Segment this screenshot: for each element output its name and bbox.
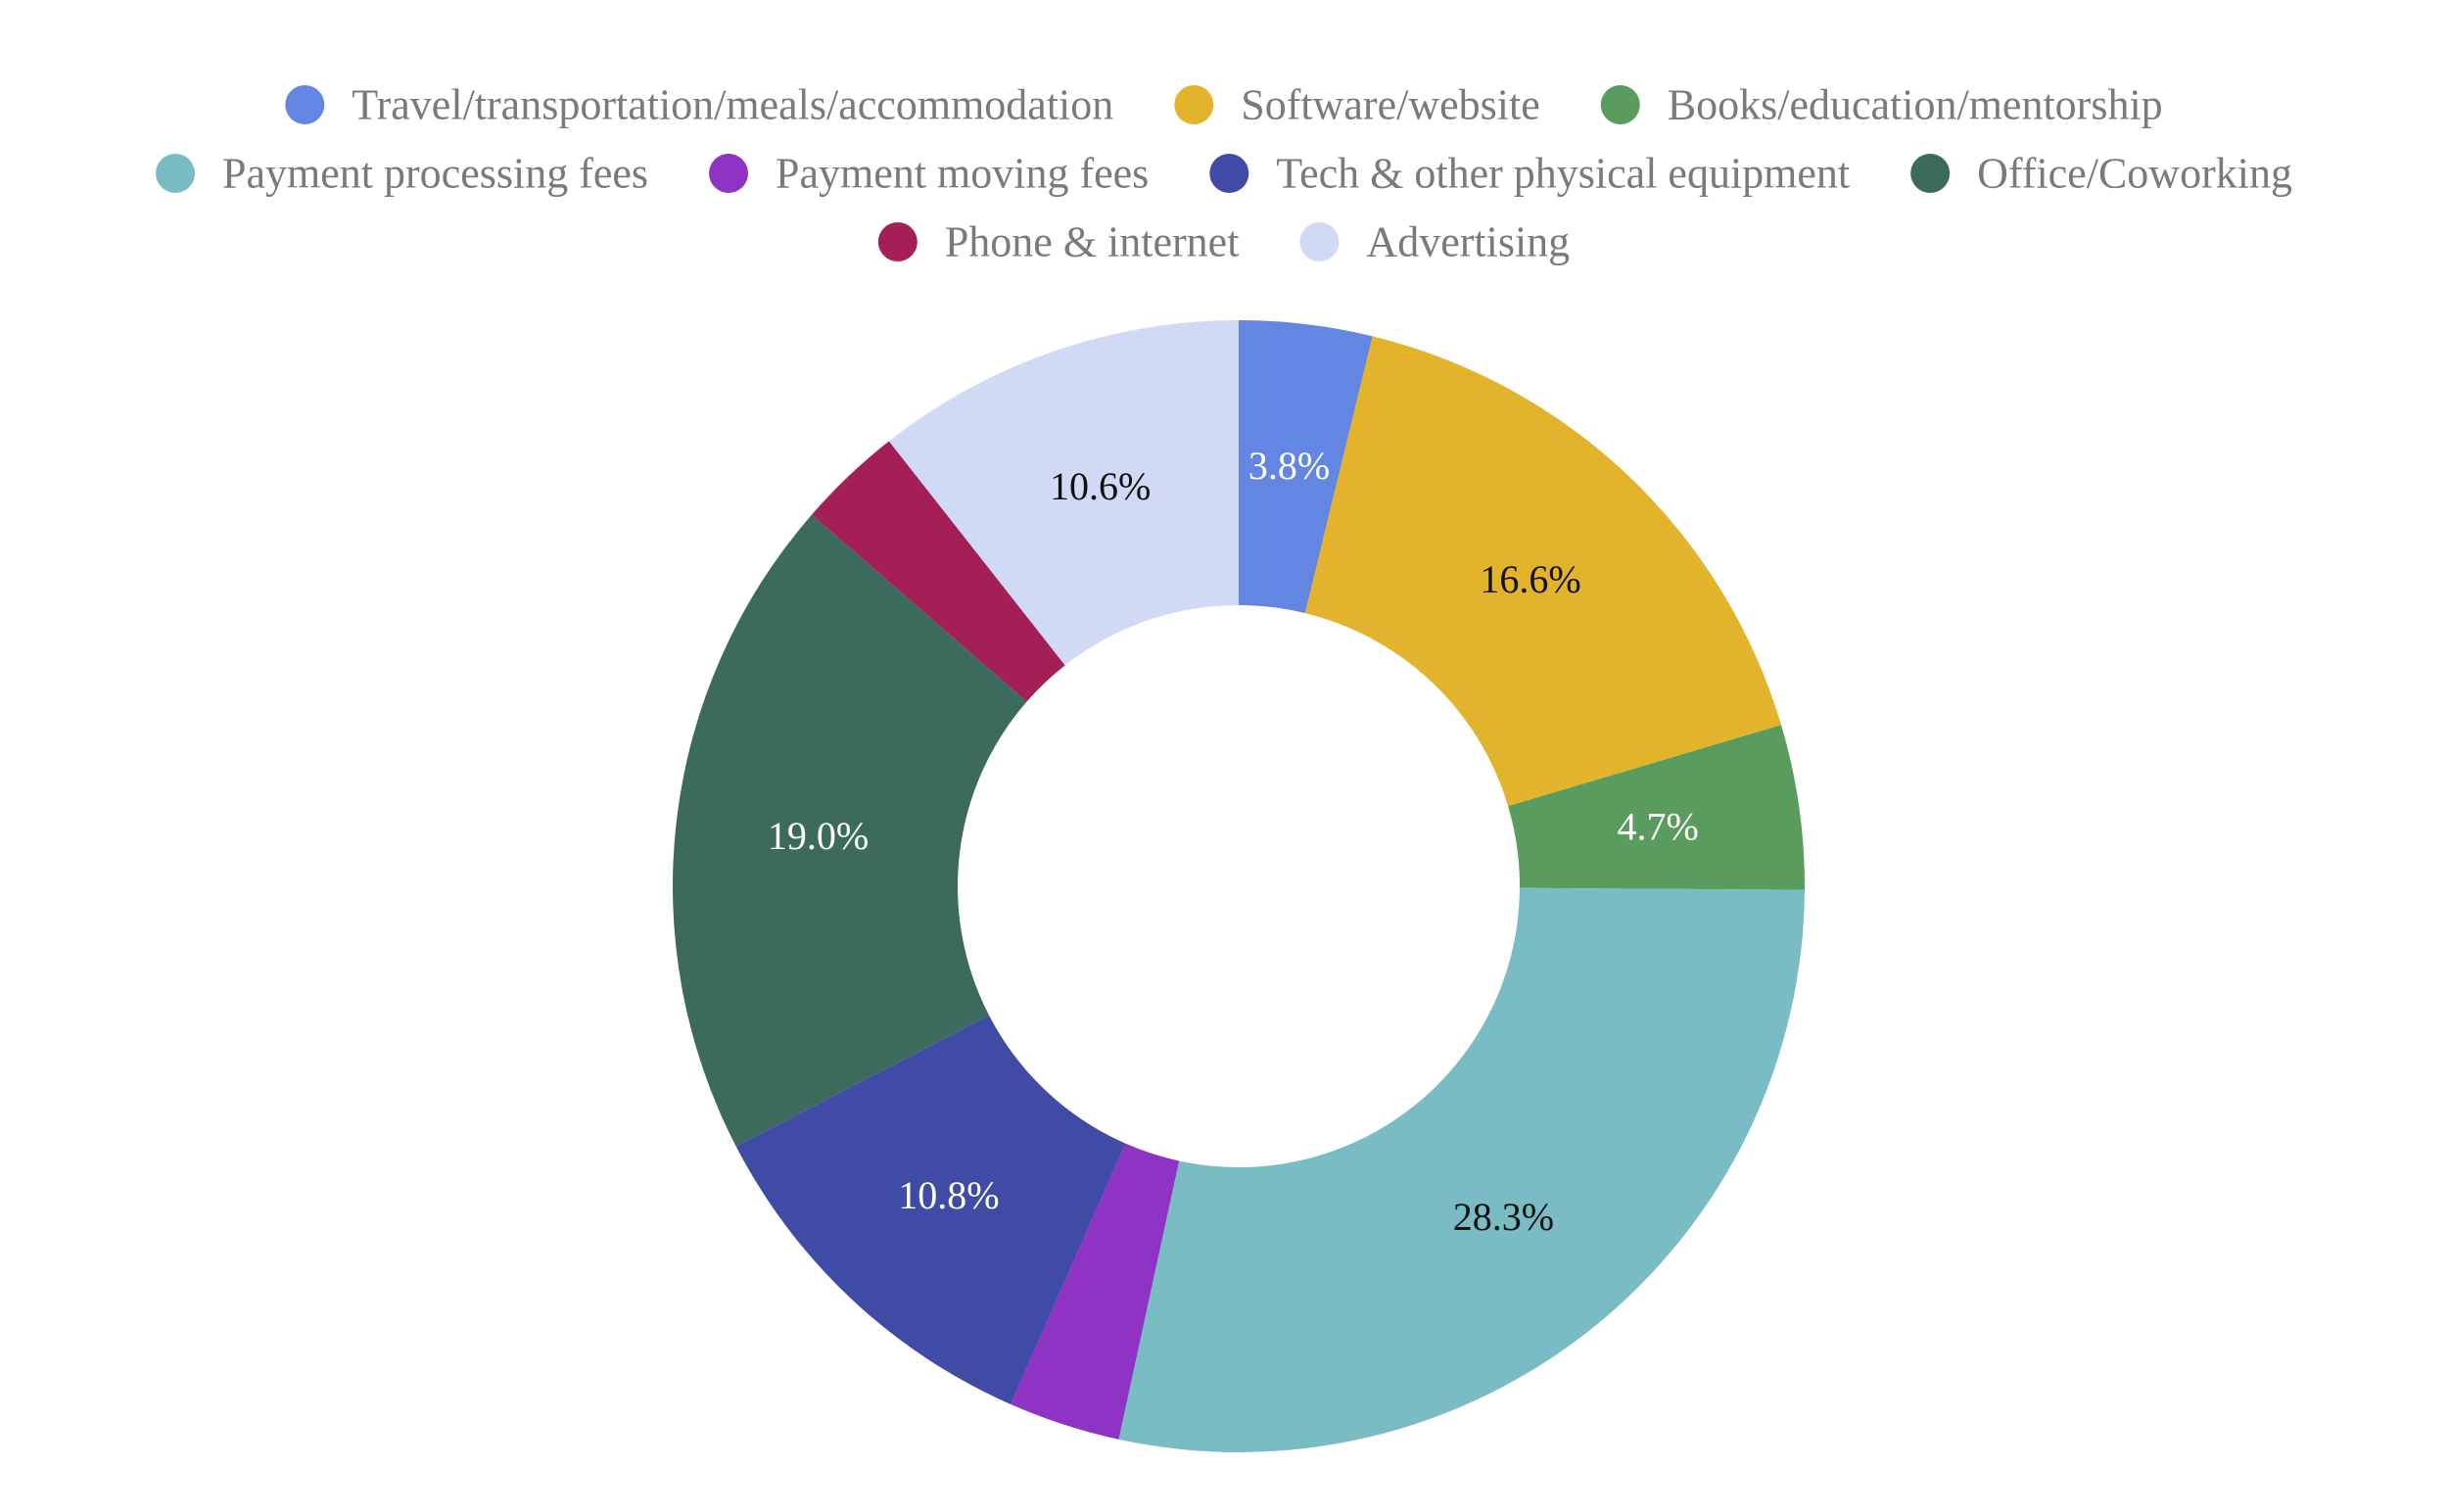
slice-office-coworking (673, 514, 1027, 1147)
data-label-books-education-mentorship: 4.7% (1618, 805, 1699, 849)
legend-item-phone-internet: Phone & internet (877, 218, 1240, 266)
legend-item-office-coworking: Office/Coworking (1910, 150, 2292, 198)
slice-software-website (1304, 336, 1782, 807)
legend-marker (877, 222, 918, 261)
legend-item-payment-processing-fees: Payment processing fees (156, 150, 648, 198)
legend-label: Office/Coworking (1977, 150, 2292, 198)
legend-marker (1174, 85, 1214, 124)
legend-label: Payment moving fees (776, 150, 1149, 198)
slice-payment-moving-fees (1011, 1143, 1180, 1440)
legend-item-books-education-mentorship: Books/education/mentorship (1600, 81, 2163, 129)
legend-label: Tech & other physical equipment (1276, 150, 1850, 198)
data-label-travel-transportation-meals-accommodation: 3.8% (1248, 444, 1330, 488)
legend-marker (1910, 154, 1951, 193)
slice-advertising (888, 320, 1239, 666)
legend-label: Travel/transportation/meals/accommodatio… (352, 81, 1113, 129)
legend-label: Software/website (1241, 81, 1539, 129)
legend-item-payment-moving-fees: Payment moving fees (709, 150, 1149, 198)
legend-item-software-website: Software/website (1174, 81, 1540, 129)
slice-travel-transportation-meals-accommodation (1239, 320, 1373, 614)
legend-marker (1600, 85, 1640, 124)
legend-marker (156, 154, 196, 193)
data-label-tech-other-physical-equipment: 10.8% (898, 1173, 999, 1217)
legend-label: Payment processing fees (222, 150, 648, 198)
legend-label: Advertising (1366, 218, 1570, 266)
legend: Travel/transportation/meals/accommodatio… (156, 81, 2292, 266)
data-label-payment-processing-fees: 28.3% (1453, 1195, 1554, 1239)
legend-label: Phone & internet (945, 218, 1240, 266)
legend-label: Books/education/mentorship (1668, 81, 2163, 129)
data-label-software-website: 16.6% (1480, 557, 1580, 601)
slice-labels: 3.8% 16.6% 4.7% 28.3% 10.8% 19.0% 10.6% (768, 444, 1699, 1239)
slice-payment-processing-fees (1118, 887, 1805, 1452)
legend-marker (1299, 222, 1340, 261)
legend-item-advertising: Advertising (1299, 218, 1570, 266)
slice-books-education-mentorship (1508, 725, 1806, 890)
data-label-office-coworking: 19.0% (768, 814, 869, 858)
legend-item-tech-other-physical-equipment: Tech & other physical equipment (1209, 150, 1850, 198)
legend-marker (1209, 154, 1249, 193)
donut-slices (673, 320, 1806, 1452)
slice-phone-internet (812, 441, 1065, 702)
legend-marker (285, 85, 325, 124)
data-label-advertising: 10.6% (1050, 464, 1151, 508)
legend-marker (709, 154, 749, 193)
legend-item-travel-transportation-meals-accommodation: Travel/transportation/meals/accommodatio… (285, 81, 1113, 129)
slice-tech-other-physical-equipment (735, 1015, 1126, 1405)
